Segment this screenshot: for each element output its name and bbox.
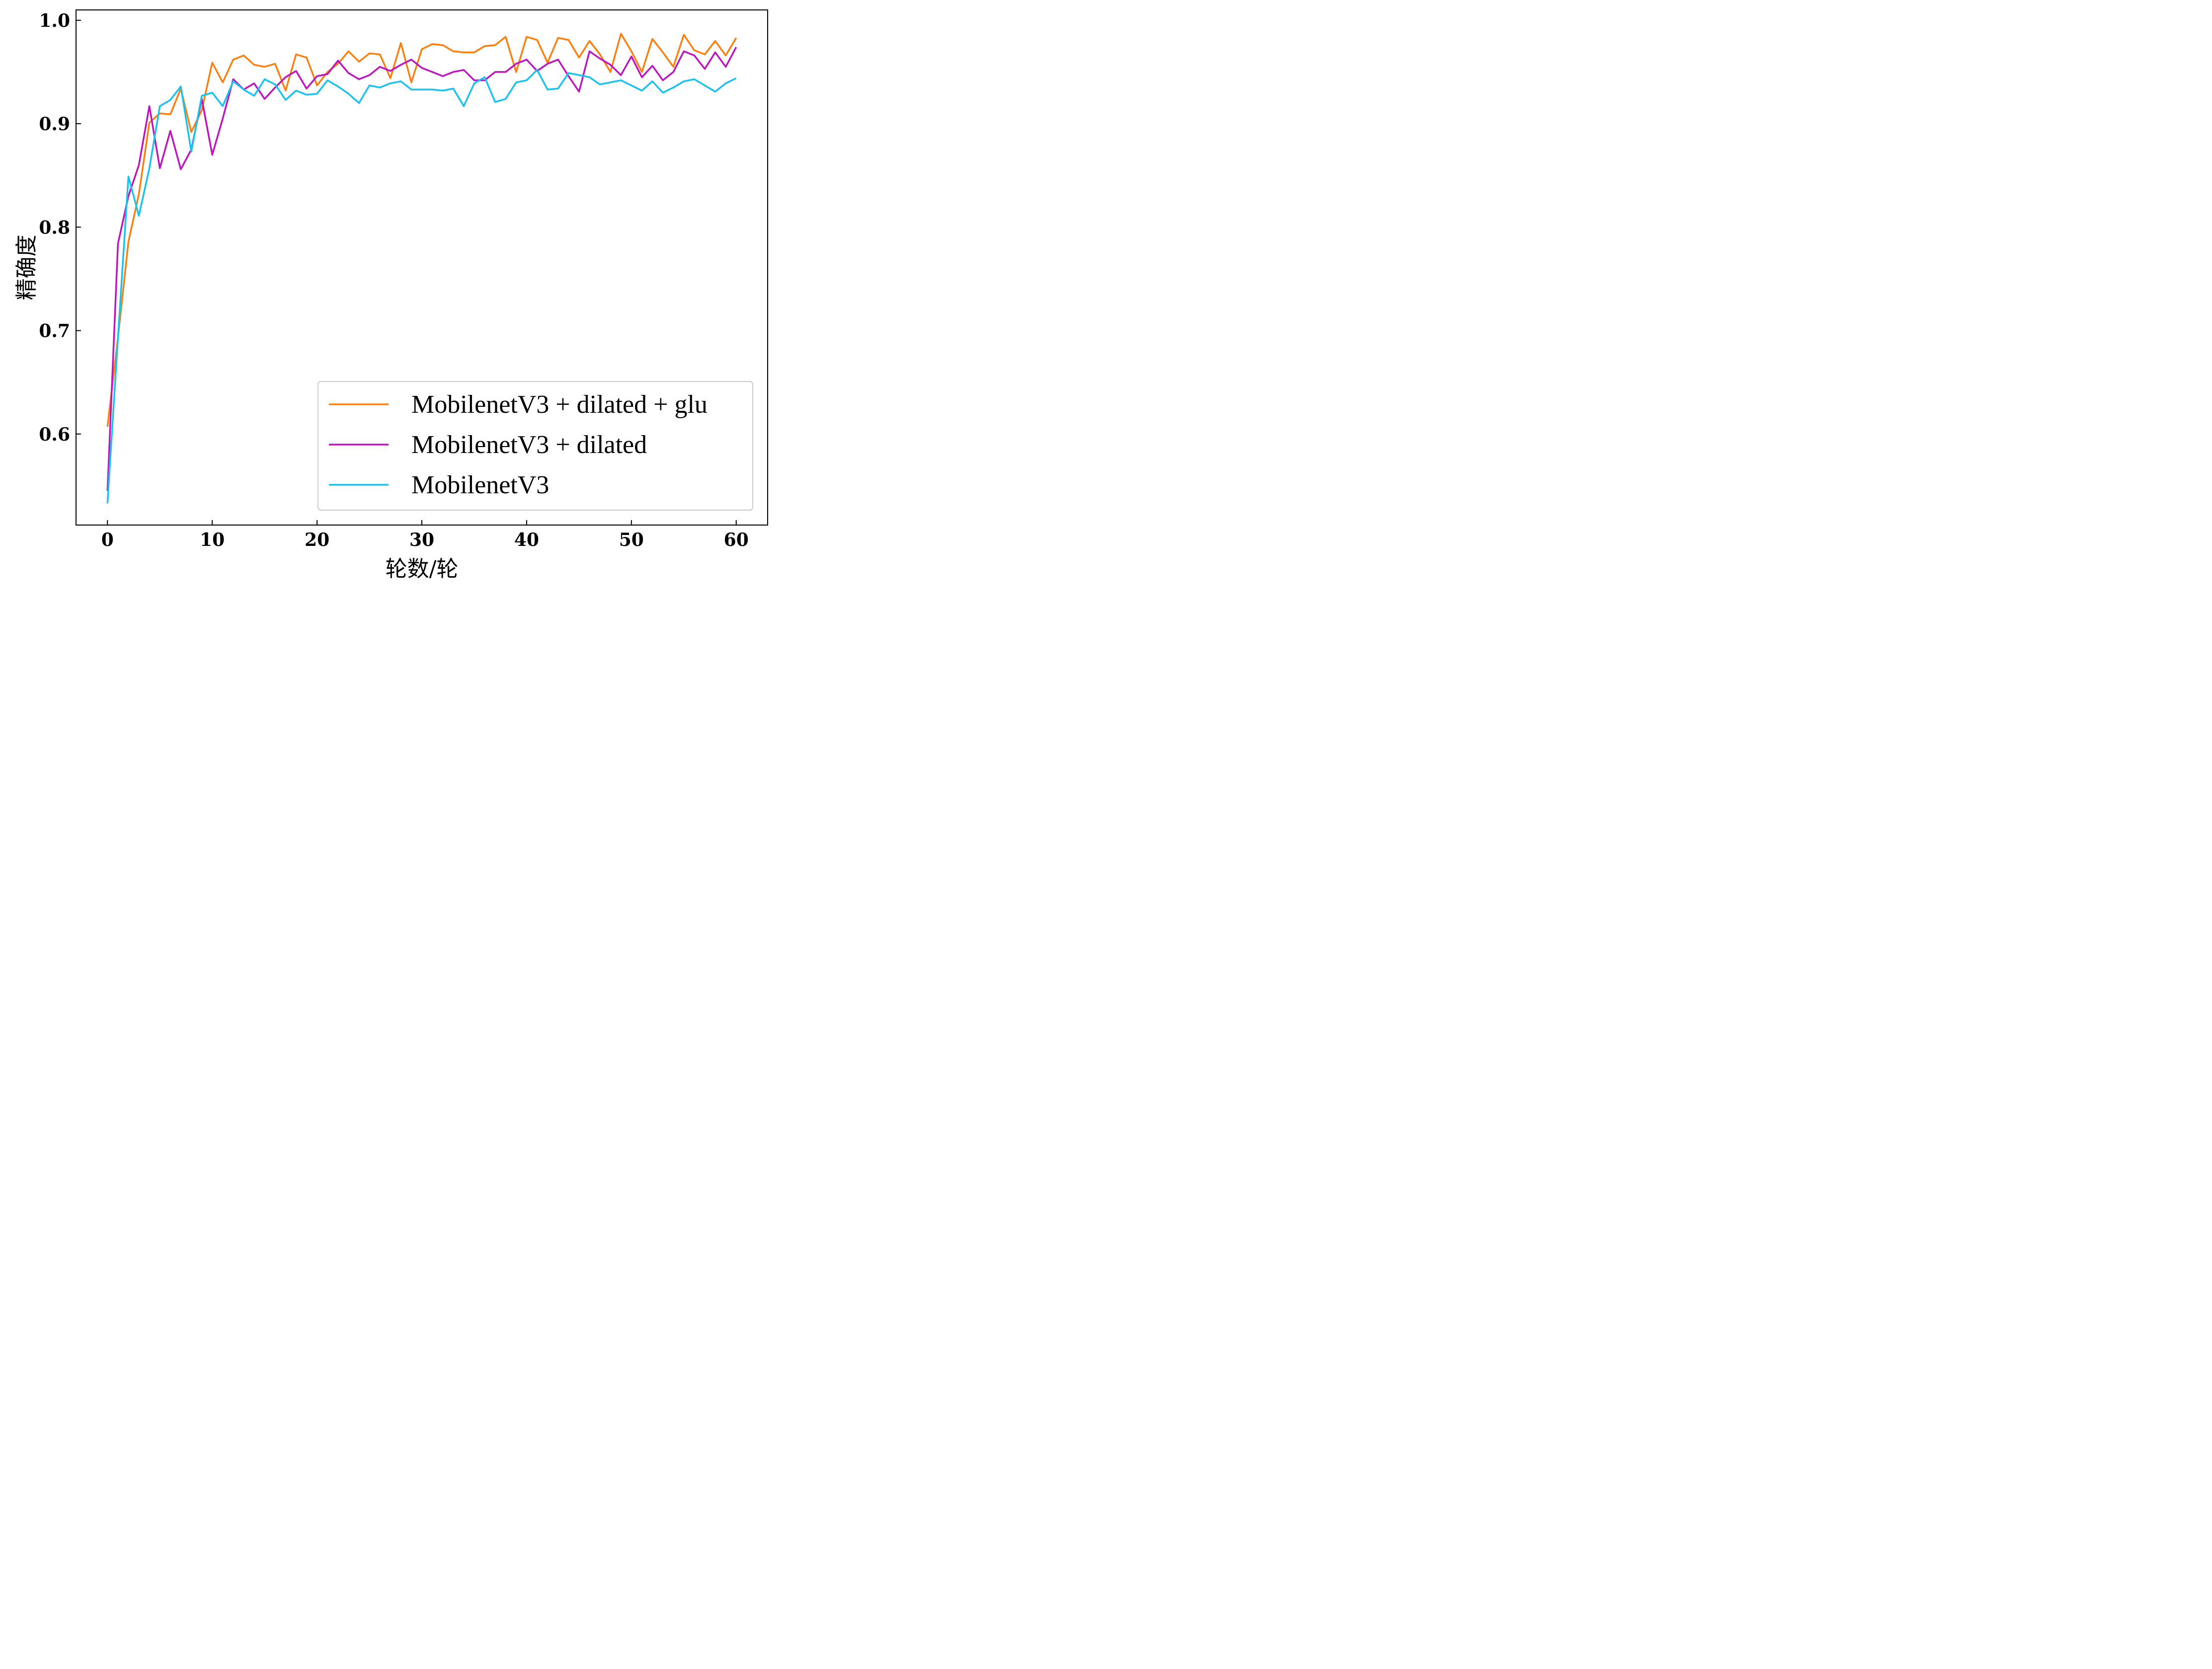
x-axis-title: 轮数/轮	[386, 556, 459, 582]
x-tick-label: 20	[305, 530, 329, 550]
series-line-3	[106, 69, 737, 504]
y-axis-title: 精确度	[14, 235, 39, 301]
legend: MobilenetV3 + dilated + glu MobilenetV3 +…	[317, 381, 753, 511]
x-axis: 0 10 20 30 40 50 60	[101, 520, 749, 550]
x-tick-label: 50	[619, 530, 644, 550]
series-line-2	[106, 47, 737, 491]
y-tick-label: 1.0	[39, 10, 70, 31]
legend-label-1: MobilenetV3 + dilated + glu	[411, 390, 708, 419]
x-tick-label: 40	[514, 530, 539, 550]
series-line-1	[106, 33, 737, 427]
y-tick-label: 0.9	[39, 114, 70, 135]
x-tick-label: 30	[409, 530, 434, 550]
y-tick-label: 0.7	[39, 321, 70, 342]
legend-label-3: MobilenetV3	[411, 471, 549, 499]
x-tick-label: 0	[101, 530, 114, 550]
legend-label-2: MobilenetV3 + dilated	[411, 431, 647, 459]
line-chart: 0 10 20 30 40 50 60 0.6 0.7 0.8 0.9 1.0 轮数/轮 精确度 M…	[14, 9, 768, 582]
x-tick-label: 60	[724, 530, 749, 550]
x-tick-label: 10	[200, 530, 225, 550]
legend-box	[317, 381, 753, 511]
series-layer	[106, 33, 737, 504]
y-axis: 0.6 0.7 0.8 0.9 1.0	[39, 10, 81, 445]
y-tick-label: 0.6	[39, 424, 70, 445]
y-tick-label: 0.8	[39, 217, 70, 238]
